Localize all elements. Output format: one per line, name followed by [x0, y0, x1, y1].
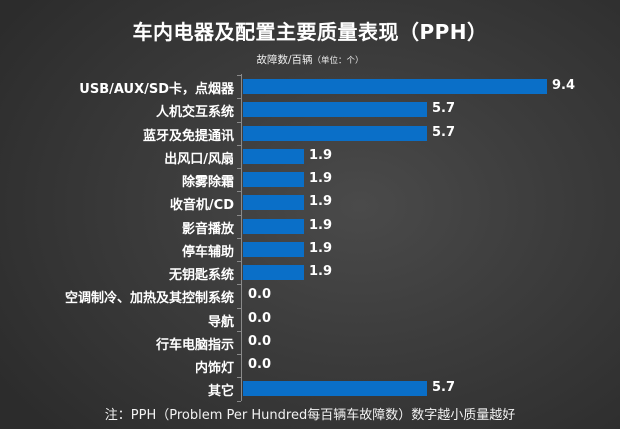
y-axis-line [241, 74, 242, 401]
category-label: 空调制冷、加热及其控制系统 [64, 291, 234, 306]
chart-title: 车内电器及配置主要质量表现（PPH） [132, 20, 488, 44]
category-label: 除雾除霜 [181, 175, 234, 190]
axis-tick [237, 377, 241, 378]
bar-row: 影音播放 1.9 [0, 215, 620, 238]
category-label: 内饰灯 [194, 361, 234, 376]
category-label: 影音播放 [181, 222, 234, 237]
value-label: 5.7 [432, 101, 456, 116]
axis-tick [237, 122, 241, 123]
value-label: 0.0 [248, 287, 272, 302]
bar [243, 195, 304, 210]
category-label: 停车辅助 [181, 245, 234, 260]
bar-row: 蓝牙及免提通讯 5.7 [0, 122, 620, 145]
bar [243, 242, 304, 257]
value-label: 1.9 [309, 241, 333, 256]
value-label: 1.9 [309, 148, 333, 163]
bar-row: 停车辅助 1.9 [0, 238, 620, 261]
bar [243, 265, 304, 280]
value-label: 0.0 [248, 334, 272, 349]
value-label: 1.9 [309, 218, 333, 233]
category-label: 出风口/风扇 [164, 152, 234, 167]
bar-row: USB/AUX/SD卡，点烟器 9.4 [0, 75, 620, 98]
bar-row: 无钥匙系统 1.9 [0, 261, 620, 284]
axis-tick [237, 308, 241, 309]
bar-row: 内饰灯 0.0 [0, 354, 620, 377]
axis-tick [237, 238, 241, 239]
bar [243, 172, 304, 187]
bar-row: 其它 5.7 [0, 377, 620, 400]
bar [243, 219, 304, 234]
bar-row: 导航 0.0 [0, 308, 620, 331]
category-label: 行车电脑指示 [155, 338, 234, 353]
axis-tick [237, 215, 241, 216]
category-label: USB/AUX/SD卡，点烟器 [79, 82, 234, 97]
value-label: 1.9 [309, 171, 333, 186]
category-label: 蓝牙及免提通讯 [142, 129, 234, 144]
bar-row: 空调制冷、加热及其控制系统 0.0 [0, 284, 620, 307]
axis-tick [237, 168, 241, 169]
bar [243, 102, 427, 117]
value-label: 0.0 [248, 311, 272, 326]
value-label: 9.4 [552, 78, 576, 93]
bar-row: 行车电脑指示 0.0 [0, 331, 620, 354]
value-label: 1.9 [309, 194, 333, 209]
axis-tick [237, 354, 241, 355]
category-label: 其它 [207, 384, 234, 399]
axis-tick [237, 191, 241, 192]
axis-tick [237, 98, 241, 99]
subtitle-unit: （单位：个） [312, 56, 364, 66]
bar [243, 149, 304, 164]
subtitle-text: 故障数/百辆 [256, 54, 313, 66]
bar-row: 收音机/CD 1.9 [0, 191, 620, 214]
value-label: 5.7 [432, 380, 456, 395]
category-label: 人机交互系统 [155, 105, 234, 120]
bar-row: 除雾除霜 1.9 [0, 168, 620, 191]
axis-tick [237, 261, 241, 262]
bar-row: 人机交互系统 5.7 [0, 98, 620, 121]
category-label: 收音机/CD [169, 198, 234, 213]
category-label: 无钥匙系统 [168, 268, 234, 283]
category-label: 导航 [207, 315, 234, 330]
axis-tick [237, 284, 241, 285]
bar [243, 79, 547, 94]
bar-row: 出风口/风扇 1.9 [0, 145, 620, 168]
value-label: 0.0 [248, 357, 272, 372]
footnote: 注：PPH（Problem Per Hundred每百辆车故障数）数字越小质量越… [104, 408, 516, 423]
value-label: 1.9 [309, 264, 333, 279]
axis-tick [237, 75, 241, 76]
bar [243, 126, 427, 141]
axis-tick [237, 331, 241, 332]
value-label: 5.7 [432, 125, 456, 140]
axis-tick [237, 145, 241, 146]
axis-tick [237, 401, 241, 402]
chart-subtitle: 故障数/百辆（单位：个） [0, 52, 620, 67]
bar [243, 381, 427, 396]
